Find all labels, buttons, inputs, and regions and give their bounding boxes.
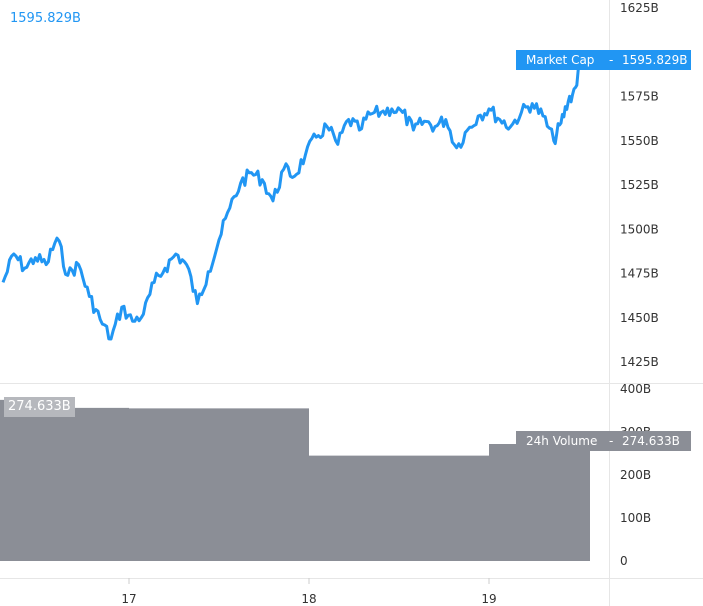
price-tick-label: 1550B (620, 134, 659, 148)
time-tick-label: 19 (481, 592, 496, 606)
volume-tick-label: 200B (620, 468, 651, 482)
market-cap-line (1, 50, 590, 341)
price-tick-label: 1475B (620, 267, 659, 281)
market-cap-series (1, 50, 590, 341)
price-tick-label: 1625B (620, 1, 659, 15)
time-tick-label: 17 (121, 592, 136, 606)
price-tick-label: 1450B (620, 311, 659, 325)
time-axis: 17 18 19 (121, 578, 497, 606)
market-cap-current-value: 1595.829B (10, 11, 81, 26)
volume-tick-label: 100B (620, 511, 651, 525)
price-tick-label: 1575B (620, 90, 659, 104)
volume-series (0, 399, 590, 561)
volume-tick-label: 0 (620, 554, 628, 568)
volume-tag-value: 274.633B (622, 434, 680, 448)
price-axis: 1425B 1450B 1475B 1500B 1525B 1550B 1575B 1625B (620, 1, 659, 369)
volume-current-value: 274.633B (4, 397, 75, 417)
time-tick-label: 18 (301, 592, 316, 606)
volume-axis: 0100B200B300B400B (620, 382, 651, 568)
volume-tick-label: 400B (620, 382, 651, 396)
volume-tag-separator: - (609, 434, 613, 448)
market-cap-tag-separator: - (609, 53, 613, 67)
volume-area (0, 399, 590, 561)
volume-tag-label: 24h Volume (526, 434, 597, 448)
market-cap-tag-label: Market Cap (526, 53, 594, 67)
market-cap-tag-value: 1595.829B (622, 53, 688, 67)
price-tick-label: 1525B (620, 178, 659, 192)
price-tick-label: 1500B (620, 222, 659, 236)
volume-tag: 24h Volume - 274.633B (516, 431, 691, 451)
price-tick-label: 1425B (620, 355, 659, 369)
market-cap-tag: Market Cap - 1595.829B (516, 50, 691, 70)
